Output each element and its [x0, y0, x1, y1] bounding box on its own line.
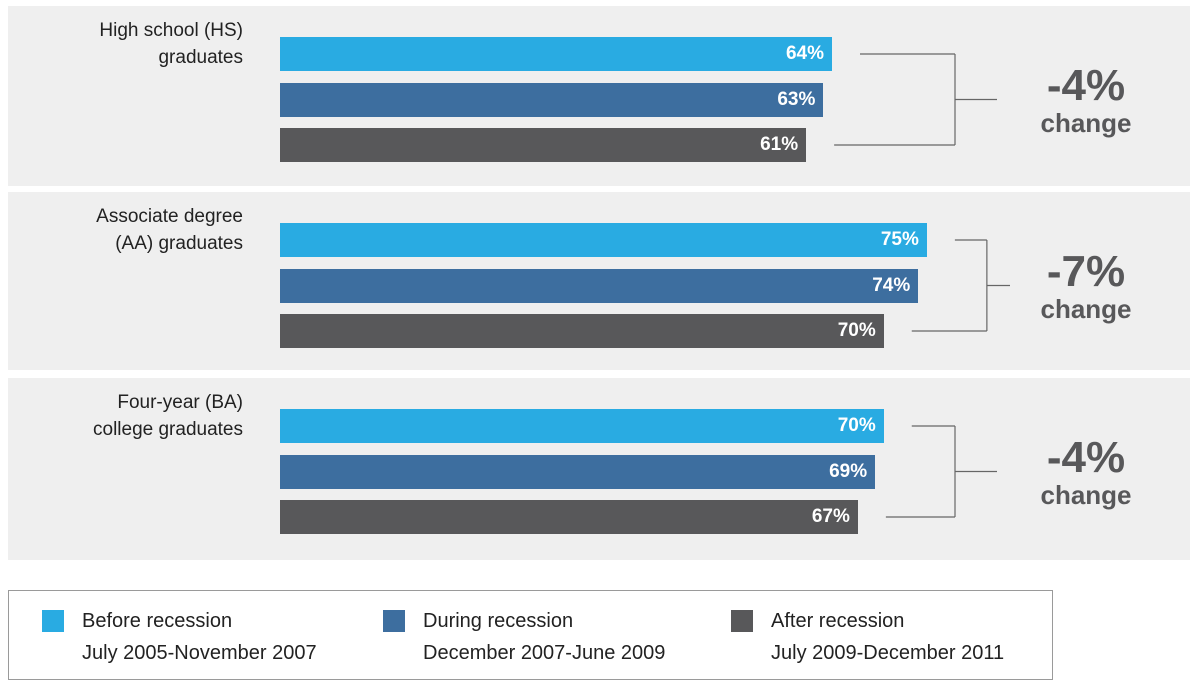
change-value: -4% — [1046, 60, 1126, 110]
legend-swatch — [731, 610, 753, 632]
bar — [280, 314, 884, 348]
category-label: Associate degree (AA) graduates — [96, 206, 243, 254]
bar — [280, 128, 807, 162]
value-label: 75% — [880, 229, 919, 250]
change-value: -7% — [1046, 246, 1126, 296]
value-label: 70% — [837, 415, 876, 436]
change-note: change — [1040, 479, 1132, 510]
change-note: change — [1040, 107, 1132, 138]
category-label: High school (HS) graduates — [99, 20, 243, 68]
bar — [280, 500, 858, 534]
category-label: Four-year (BA) college graduates — [93, 392, 243, 440]
bar — [280, 268, 919, 303]
value-label: 67% — [811, 506, 850, 527]
value-label: 74% — [872, 274, 911, 296]
value-label: 70% — [837, 320, 876, 341]
bar — [280, 223, 927, 257]
legend-name: During recession — [423, 610, 574, 632]
legend-swatch — [42, 610, 64, 632]
value-label: 69% — [829, 460, 868, 482]
legend-name: Before recession — [82, 610, 233, 632]
legend-period: July 2005-November 2007 — [82, 642, 317, 664]
legend-period: July 2009-December 2011 — [771, 642, 1005, 664]
value-label: 63% — [777, 88, 816, 110]
value-label: 64% — [785, 43, 824, 64]
bar — [280, 82, 824, 117]
bar — [280, 409, 884, 443]
legend-name: After recession — [771, 610, 905, 632]
change-note: change — [1040, 293, 1132, 324]
legend-swatch — [383, 610, 405, 632]
legend-period: December 2007-June 2009 — [423, 642, 666, 664]
value-label: 61% — [760, 134, 799, 155]
change-value: -4% — [1046, 432, 1126, 482]
bar — [280, 37, 832, 71]
bar — [280, 454, 876, 489]
